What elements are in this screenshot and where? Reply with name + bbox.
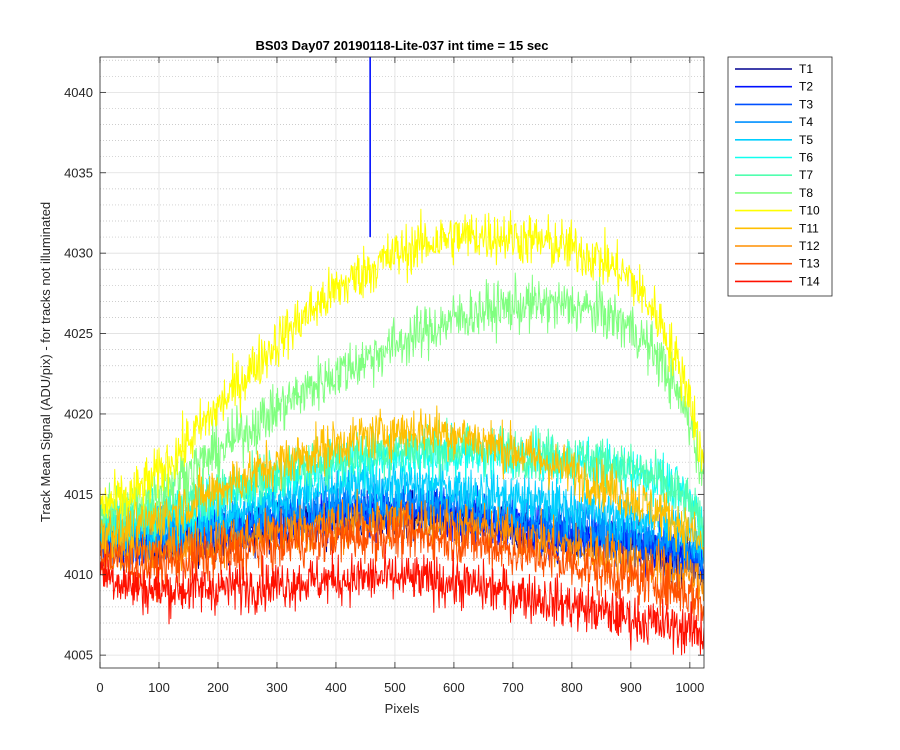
legend-box [727, 56, 833, 297]
x-tick-label: 900 [620, 680, 642, 695]
x-tick-label: 200 [207, 680, 229, 695]
x-tick-label: 100 [148, 680, 170, 695]
x-tick-labels: 0 100 200 300 400 500 600 700 800 900 1000 [96, 680, 704, 695]
x-tick-label: 0 [96, 680, 103, 695]
x-tick-label: 700 [502, 680, 524, 695]
legend-label-t5: T5 [799, 133, 813, 147]
series-line-t14 [100, 544, 704, 656]
x-tick-label: 800 [561, 680, 583, 695]
legend-label-t14: T14 [799, 274, 820, 288]
legend-items: T1 T2 T3 T4 T5 T6 T7 T8 T10 T11 T12 T13 T14 [735, 62, 820, 288]
legend-label-t13: T13 [799, 257, 820, 271]
legend-label-t4: T4 [799, 115, 813, 129]
y-tick-label: 4020 [64, 406, 93, 421]
axes-box [99, 56, 705, 669]
legend-label-t3: T3 [799, 97, 813, 111]
x-tick-label: 500 [384, 680, 406, 695]
x-tick-label: 400 [325, 680, 347, 695]
series-line-t10 [100, 208, 704, 520]
y-tick-label: 4035 [64, 165, 93, 180]
y-axis-label: Track Mean Signal (ADU/pix) - for tracks… [38, 202, 53, 522]
legend-label-t7: T7 [799, 168, 813, 182]
series-line-t11 [100, 405, 704, 560]
y-tick-labels: 4005 4010 4015 4020 4025 4030 4035 4040 [64, 85, 93, 663]
legend: T1 T2 T3 T4 T5 T6 T7 T8 T10 T11 T12 T13 T14 [727, 56, 833, 297]
legend-label-t11: T11 [799, 221, 819, 235]
y-tick-label: 4015 [64, 487, 93, 502]
x-tick-label: 1000 [675, 680, 704, 695]
legend-label-t6: T6 [799, 151, 813, 165]
chart-title: BS03 Day07 20190118-Lite-037 int time = … [255, 38, 548, 53]
y-tick-label: 4040 [64, 85, 93, 100]
series-line-t8 [100, 272, 704, 533]
series-group [100, 57, 704, 656]
x-tick-label: 600 [443, 680, 465, 695]
x-tick-label: 300 [266, 680, 288, 695]
y-tick-label: 4025 [64, 326, 93, 341]
legend-label-t2: T2 [799, 80, 813, 94]
y-tick-label: 4010 [64, 567, 93, 582]
y-tick-label: 4030 [64, 246, 93, 261]
legend-label-t1: T1 [799, 62, 813, 76]
axis-ticks [99, 57, 704, 668]
x-axis-label: Pixels [385, 701, 420, 716]
legend-label-t10: T10 [799, 204, 820, 218]
y-tick-label: 4005 [64, 648, 93, 663]
legend-label-t12: T12 [799, 239, 820, 253]
legend-label-t8: T8 [799, 186, 813, 200]
